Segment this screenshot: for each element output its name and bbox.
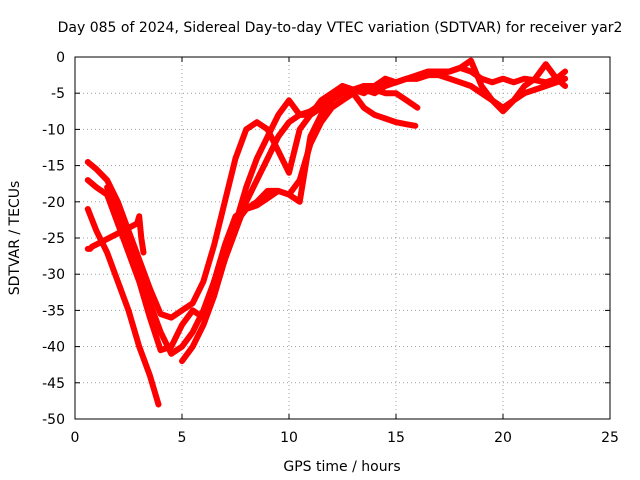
y-tick-label: -5 bbox=[51, 86, 65, 102]
data-series bbox=[84, 57, 569, 408]
series-track-4 bbox=[84, 206, 162, 408]
y-tick-label: -10 bbox=[42, 122, 65, 138]
x-tick-label: 0 bbox=[71, 430, 80, 446]
y-tick-label: -40 bbox=[42, 340, 65, 356]
y-tick-label: 0 bbox=[56, 50, 65, 66]
series-track-3 bbox=[104, 83, 419, 357]
y-axis-label: SDTVAR / TECUs bbox=[7, 181, 23, 296]
x-tick-label: 25 bbox=[601, 430, 619, 446]
y-tick-label: -15 bbox=[42, 159, 65, 175]
y-tick-label: -25 bbox=[42, 231, 65, 247]
y-tick-label: -20 bbox=[42, 195, 65, 211]
axis-ticks: 0 5 10 15 20 25 0 -5 -10 -15 -20 -25 -30 -35 -40 -45 -50 bbox=[42, 50, 619, 446]
series-track-6 bbox=[200, 57, 569, 314]
grid bbox=[75, 57, 610, 419]
y-tick-label: -45 bbox=[42, 376, 65, 392]
x-tick-label: 15 bbox=[387, 430, 405, 446]
chart-title: Day 085 of 2024, Sidereal Day-to-day VTE… bbox=[58, 20, 623, 36]
x-tick-label: 20 bbox=[494, 430, 512, 446]
series-track-1 bbox=[84, 64, 569, 321]
y-tick-label: -35 bbox=[42, 303, 65, 319]
x-tick-label: 10 bbox=[280, 430, 298, 446]
x-axis-label: GPS time / hours bbox=[283, 459, 400, 475]
series-track-7 bbox=[84, 213, 147, 256]
y-tick-label: -50 bbox=[42, 412, 65, 428]
x-tick-label: 5 bbox=[178, 430, 187, 446]
y-tick-label: -30 bbox=[42, 267, 65, 283]
